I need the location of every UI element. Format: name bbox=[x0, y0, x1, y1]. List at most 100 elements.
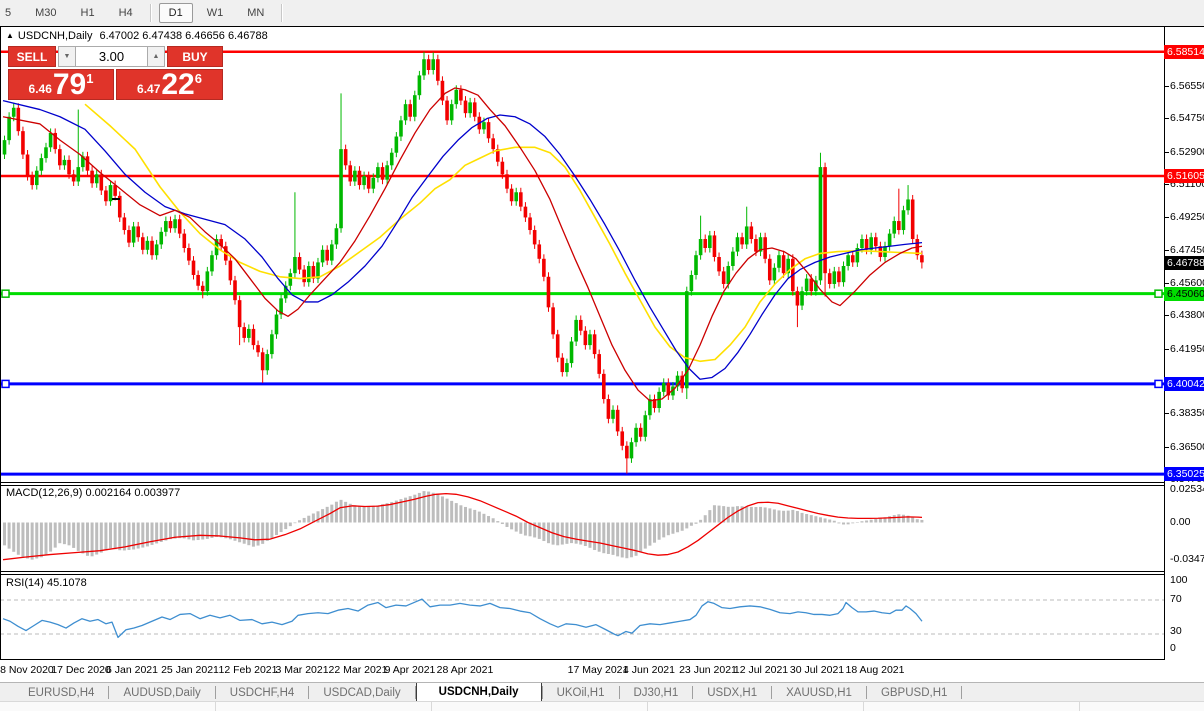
chart-title: ▲ USDCNH,Daily 6.47002 6.47438 6.46656 6.4… bbox=[6, 30, 268, 42]
price-level-label: 6.35025 bbox=[1164, 467, 1204, 482]
date-tick-label: 28 Apr 2021 bbox=[436, 664, 494, 676]
date-tick-label: 9 Apr 2021 bbox=[384, 664, 436, 676]
price-tick-label: 6.45600 bbox=[1165, 277, 1204, 289]
tab-separator bbox=[541, 686, 543, 699]
collapse-arrow-icon[interactable]: ▲ bbox=[6, 31, 14, 40]
chart-tab-xauusd[interactable]: XAUUSD,H1 bbox=[786, 686, 852, 699]
date-tick-label: 12 Feb 2021 bbox=[218, 664, 278, 676]
chart-tab-bar: EURUSD,H4 AUDUSD,Daily USDCHF,H4 USDCAD,Dai… bbox=[0, 682, 1204, 702]
buy-button[interactable]: BUY bbox=[167, 46, 223, 67]
chart-tab-usdchf[interactable]: USDCHF,H4 bbox=[229, 686, 295, 699]
date-tick-label: 17 May 2021 bbox=[567, 664, 629, 676]
date-axis[interactable]: 28 Nov 2020 17 Dec 2020 6 Jan 2021 25 Jan 2… bbox=[0, 660, 1164, 681]
rsi-scale-label: 100 bbox=[1170, 574, 1188, 586]
buy-price-pips: 22 bbox=[161, 68, 195, 101]
date-tick-label: 17 Dec 2020 bbox=[51, 664, 111, 676]
chart-tab-dj30[interactable]: DJ30,H1 bbox=[633, 686, 679, 699]
sell-price-display[interactable]: 6.46 79 1 bbox=[8, 69, 114, 100]
buy-price-prefix: 6.47 bbox=[137, 82, 161, 96]
price-tick-label: 6.52900 bbox=[1165, 146, 1204, 158]
volume-increase-button[interactable]: ▲ bbox=[147, 46, 165, 67]
price-level-label: 6.58514 bbox=[1164, 44, 1204, 59]
timeframe-button-h1[interactable]: H1 bbox=[80, 7, 95, 19]
sell-price-prefix: 6.46 bbox=[28, 82, 52, 96]
timeframe-button-mn[interactable]: MN bbox=[247, 7, 265, 19]
macd-scale-label: 0.025342 bbox=[1170, 483, 1204, 495]
chart-tab-usdcnh[interactable]: USDCNH,Daily bbox=[415, 683, 542, 702]
line-handles bbox=[1, 289, 1163, 389]
chart-tab-usdx[interactable]: USDX,H1 bbox=[707, 686, 758, 699]
symbol-period-label: USDCNH,Daily bbox=[17, 30, 93, 42]
date-tick-label: 4 Jun 2021 bbox=[623, 664, 675, 676]
tab-separator bbox=[771, 686, 773, 699]
tab-separator bbox=[961, 686, 963, 699]
price-tick-label: 6.38350 bbox=[1165, 407, 1204, 419]
tab-separator bbox=[308, 686, 310, 699]
chart-tab-audusd[interactable]: AUDUSD,Daily bbox=[123, 686, 201, 699]
price-level-label: 6.51605 bbox=[1164, 169, 1204, 183]
window-bottom-strip bbox=[0, 701, 1204, 711]
buy-price-display[interactable]: 6.47 22 6 bbox=[116, 69, 223, 100]
sell-price-pips: 79 bbox=[52, 68, 87, 101]
chart-tab-ukoil[interactable]: UKOil,H1 bbox=[556, 686, 605, 699]
price-tick-label: 6.47450 bbox=[1165, 244, 1204, 256]
chart-tab-gbpusd[interactable]: GBPUSD,H1 bbox=[880, 686, 948, 699]
date-tick-label: 22 Mar 2021 bbox=[328, 664, 388, 676]
date-tick-label: 12 Jul 2021 bbox=[733, 664, 789, 676]
price-tick-label: 6.56550 bbox=[1165, 80, 1204, 92]
timeframe-button-w1[interactable]: W1 bbox=[206, 7, 224, 19]
timeframe-button-d1[interactable]: D1 bbox=[158, 3, 193, 23]
volume-input[interactable] bbox=[76, 46, 147, 67]
tab-separator bbox=[865, 686, 867, 699]
price-chart-canvas[interactable] bbox=[0, 0, 1204, 660]
volume-decrease-button[interactable]: ▼ bbox=[58, 46, 76, 67]
toolbar-separator bbox=[281, 4, 284, 22]
ohlc-values: 6.47002 6.47438 6.46656 6.46788 bbox=[99, 30, 268, 42]
chart-tab-eurusd[interactable]: EURUSD,H4 bbox=[28, 686, 95, 699]
macd-indicator-label: MACD(12,26,9) 0.002164 0.003977 bbox=[6, 487, 181, 499]
sell-price-point: 1 bbox=[86, 71, 94, 86]
price-tick-label: 6.54750 bbox=[1165, 112, 1204, 124]
date-tick-label: 28 Nov 2020 bbox=[0, 664, 54, 676]
tab-separator bbox=[692, 686, 694, 699]
price-tick-label: 6.43800 bbox=[1165, 309, 1204, 321]
date-ticks bbox=[23, 659, 876, 660]
date-tick-label: 23 Jun 2021 bbox=[679, 664, 737, 676]
toolbar-separator bbox=[149, 4, 152, 22]
tab-separator bbox=[414, 686, 416, 699]
macd-signal-line bbox=[2, 493, 923, 561]
ma-yellow-line bbox=[84, 103, 923, 363]
date-tick-label: 3 Mar 2021 bbox=[275, 664, 329, 676]
timeframe-button-5[interactable]: 5 bbox=[5, 7, 12, 19]
rsi-scale-label: 70 bbox=[1170, 593, 1182, 605]
rsi-scale-label: 30 bbox=[1170, 625, 1182, 637]
ma-red-line bbox=[2, 87, 923, 402]
rsi-indicator-label: RSI(14) 45.1078 bbox=[6, 577, 87, 589]
timeframe-button-m30[interactable]: M30 bbox=[35, 7, 57, 19]
price-tick-label: 6.41950 bbox=[1165, 343, 1204, 355]
tab-separator bbox=[618, 686, 620, 699]
chart-tab-usdcad[interactable]: USDCAD,Daily bbox=[323, 686, 401, 699]
panel-borders bbox=[0, 26, 1204, 660]
timeframe-button-h4[interactable]: H4 bbox=[118, 7, 133, 19]
price-level-label: 6.46788 bbox=[1164, 255, 1204, 270]
timeframe-toolbar: 5 M30 H1 H4 D1 W1 MN bbox=[0, 0, 1204, 26]
date-tick-label: 25 Jan 2021 bbox=[161, 664, 219, 676]
tab-separator bbox=[214, 686, 216, 699]
rsi-scale-label: 0 bbox=[1170, 642, 1176, 654]
macd-scale-label: 0.00 bbox=[1170, 516, 1191, 528]
macd-histogram bbox=[3, 491, 924, 560]
price-axis[interactable]: 6.565506.547506.529006.511006.492506.474… bbox=[1164, 27, 1204, 660]
tab-separator bbox=[108, 686, 110, 699]
date-tick-label: 30 Jul 2021 bbox=[789, 664, 845, 676]
sell-button[interactable]: SELL bbox=[8, 46, 56, 67]
macd-scale-label: -0.03479 bbox=[1170, 553, 1204, 565]
one-click-trading-panel: SELL ▼ ▲ BUY 6.46 79 1 6.47 22 6 bbox=[8, 46, 223, 100]
price-level-label: 6.40042 bbox=[1164, 376, 1204, 391]
rsi-line bbox=[2, 598, 923, 639]
price-level-label: 6.45060 bbox=[1164, 286, 1204, 301]
date-tick-label: 18 Aug 2021 bbox=[845, 664, 905, 676]
price-tick-label: 6.36500 bbox=[1165, 441, 1204, 453]
date-tick-label: 6 Jan 2021 bbox=[106, 664, 158, 676]
